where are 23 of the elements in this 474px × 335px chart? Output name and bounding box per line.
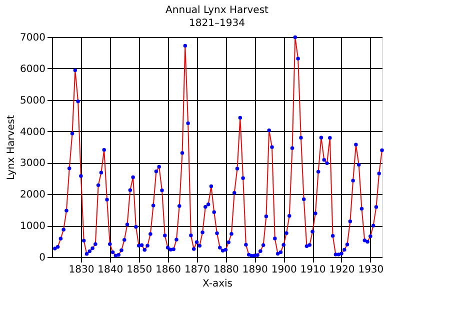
x-tick-label: 1910 (300, 264, 326, 276)
x-axis-title: X-axis (202, 278, 232, 290)
y-tick-label: 3000 (20, 158, 46, 170)
y-tick-label: 0 (39, 252, 46, 264)
chart-subtitle: 1821–1934 (189, 18, 245, 29)
x-tick-label: 1840 (98, 264, 124, 276)
x-tick-label: 1860 (156, 264, 182, 276)
y-tick-label: 7000 (20, 32, 46, 44)
x-tick-label: 1930 (358, 264, 384, 276)
x-tick-label: 1880 (213, 264, 239, 276)
y-tick-label: 2000 (20, 190, 46, 201)
x-tick-label: 1830 (68, 264, 94, 276)
x-tick-label: 1870 (184, 264, 210, 276)
y-tick-label: 5000 (20, 95, 46, 106)
x-tick-label: 1900 (271, 264, 297, 276)
y-tick-label: 1000 (20, 221, 46, 232)
x-tick-label: 1920 (329, 264, 355, 276)
y-tick-label: 4000 (20, 126, 46, 138)
x-tick-label: 1890 (242, 264, 268, 276)
y-axis-title: Lynx Harvest (6, 114, 18, 180)
chart-title: Annual Lynx Harvest (166, 5, 269, 16)
y-tick-label: 6000 (20, 64, 46, 75)
x-tick-label: 1850 (126, 264, 152, 276)
